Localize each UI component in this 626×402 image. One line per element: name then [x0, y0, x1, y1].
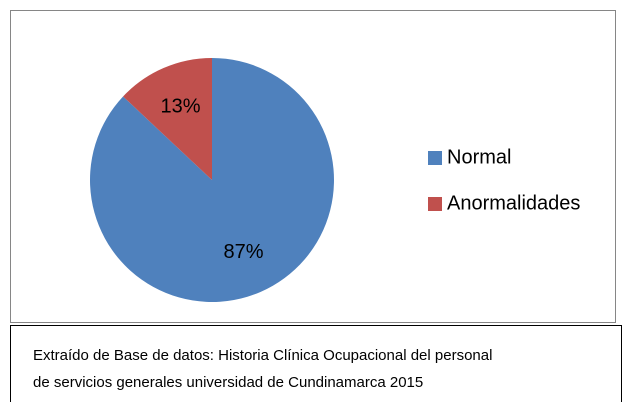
- legend-label: Normal: [447, 146, 511, 168]
- legend-swatch: [428, 151, 442, 165]
- caption-box: [10, 325, 622, 402]
- legend-swatch: [428, 197, 442, 211]
- pie-slice: [123, 58, 212, 180]
- data-label: 87%: [223, 241, 263, 263]
- caption-line: Extraído de Base de datos: Historia Clín…: [33, 347, 492, 364]
- legend-label: Anormalidades: [447, 192, 580, 214]
- data-label: 13%: [160, 96, 200, 118]
- caption-line: de servicios generales universidad de Cu…: [33, 374, 423, 391]
